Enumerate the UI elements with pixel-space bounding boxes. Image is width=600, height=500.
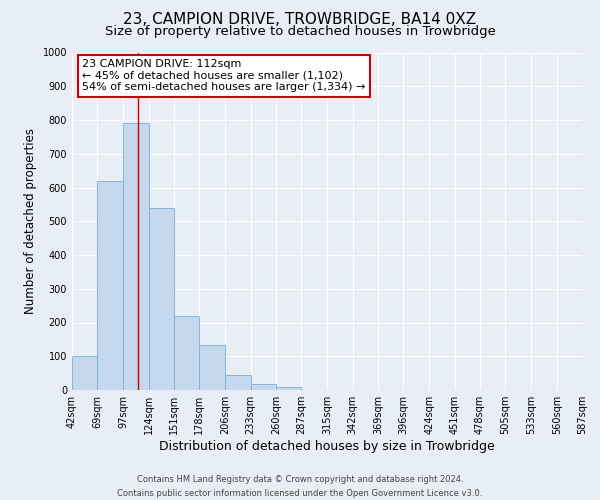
Text: Contains HM Land Registry data © Crown copyright and database right 2024.
Contai: Contains HM Land Registry data © Crown c… (118, 476, 482, 498)
Bar (124, 124, 149, 390)
Y-axis label: Number of detached properties: Number of detached properties (24, 128, 37, 314)
Bar (226, 375, 251, 390)
Bar (72, 356, 97, 390)
Text: 23, CAMPION DRIVE, TROWBRIDGE, BA14 0XZ: 23, CAMPION DRIVE, TROWBRIDGE, BA14 0XZ (124, 12, 476, 28)
Bar (149, 208, 174, 390)
Text: Size of property relative to detached houses in Trowbridge: Size of property relative to detached ho… (104, 25, 496, 38)
Text: 23 CAMPION DRIVE: 112sqm
← 45% of detached houses are smaller (1,102)
54% of sem: 23 CAMPION DRIVE: 112sqm ← 45% of detach… (82, 59, 365, 92)
Bar (251, 384, 276, 390)
X-axis label: Distribution of detached houses by size in Trowbridge: Distribution of detached houses by size … (159, 440, 495, 453)
Bar (276, 386, 301, 390)
Bar (97, 180, 124, 390)
Bar (199, 345, 226, 390)
Bar (174, 316, 199, 390)
